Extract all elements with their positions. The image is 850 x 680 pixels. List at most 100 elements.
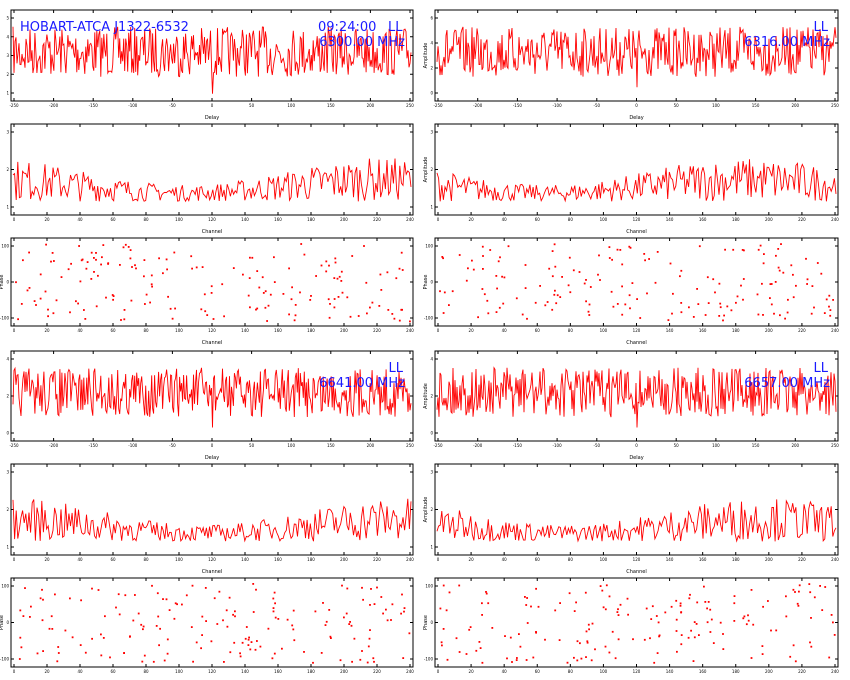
- phase-point: [247, 294, 250, 297]
- phase-point: [42, 598, 44, 601]
- phase-point: [90, 251, 93, 254]
- phase-point: [272, 610, 275, 613]
- phase-point: [150, 274, 153, 277]
- phase-point: [274, 602, 276, 605]
- y-tick-label: 2: [430, 394, 433, 399]
- phase-point: [402, 657, 405, 659]
- phase-point: [387, 309, 390, 311]
- amplitude-trace: [436, 26, 837, 88]
- phase-point: [698, 245, 701, 248]
- phase-point: [343, 616, 345, 619]
- phase-point: [102, 637, 105, 639]
- phase-point: [294, 314, 297, 317]
- phase-point: [664, 611, 667, 614]
- phase-point: [145, 293, 148, 296]
- timestamp: 09:24:00: [318, 20, 376, 35]
- phase-point: [806, 283, 808, 285]
- x-tick-label: -150: [89, 443, 99, 448]
- phase-point: [679, 604, 682, 607]
- x-tick-label: 80: [143, 217, 149, 222]
- phase-point: [471, 259, 473, 262]
- phase-point: [192, 660, 194, 663]
- phase-point: [333, 298, 336, 300]
- phase-point: [365, 281, 368, 284]
- x-tick-label: -100: [128, 103, 138, 108]
- phase-point: [811, 285, 814, 287]
- phase-point: [369, 604, 371, 606]
- panel-grid: -250 -200 -150 -100 -50 0 50 100 150 200 25054321D…: [0, 9, 839, 674]
- phase-point: [158, 257, 160, 260]
- polarization-label: LL: [388, 20, 403, 35]
- phase-point: [573, 656, 575, 659]
- phase-point: [191, 267, 193, 270]
- y-tick-label: 2: [6, 394, 9, 399]
- x-tick-label: 160: [699, 557, 707, 562]
- phase-point: [171, 317, 174, 320]
- x-tick-label: 240: [406, 328, 414, 333]
- phase-point: [554, 609, 557, 612]
- phase-point: [120, 319, 122, 321]
- phase-point: [390, 619, 392, 621]
- x-tick-label: 140: [666, 328, 674, 333]
- phase-point: [667, 319, 670, 321]
- phase-point: [644, 259, 646, 262]
- x-tick-label: 140: [241, 328, 249, 333]
- phase-point: [587, 310, 590, 313]
- x-tick-label: 0: [437, 557, 440, 562]
- phase-point: [314, 610, 317, 613]
- phase-point: [93, 271, 95, 273]
- phase-point: [491, 627, 494, 629]
- phase-point: [829, 314, 832, 317]
- phase-point: [697, 303, 700, 305]
- phase-point: [26, 289, 29, 292]
- phase-point: [675, 618, 678, 621]
- phase-point: [129, 635, 131, 638]
- phase-point: [20, 303, 23, 305]
- amplitude-trace: [12, 498, 412, 543]
- phase-point: [262, 292, 265, 294]
- phase-point: [828, 656, 831, 659]
- x-tick-label: -200: [49, 103, 59, 108]
- phase-point: [369, 629, 371, 631]
- phase-point: [448, 304, 450, 306]
- phase-point: [159, 627, 161, 630]
- y-tick-label: 5: [6, 16, 9, 21]
- phase-point: [787, 298, 789, 301]
- phase-point: [95, 258, 97, 261]
- x-tick-label: 100: [600, 669, 608, 674]
- phase-point: [806, 278, 809, 281]
- phase-point: [554, 289, 556, 292]
- phase-point: [608, 595, 611, 598]
- phase-point: [267, 304, 270, 307]
- phase-point: [340, 270, 343, 273]
- phase-point: [277, 618, 280, 620]
- x-tick-label: 100: [175, 328, 183, 333]
- phase-point: [820, 272, 823, 275]
- phase-point: [320, 652, 323, 654]
- x-tick-label: -200: [473, 103, 483, 108]
- phase-point: [168, 609, 171, 611]
- phase-point: [672, 292, 674, 295]
- phase-point: [55, 299, 58, 302]
- x-tick-label: 220: [798, 328, 806, 333]
- phase-point: [611, 630, 614, 633]
- phase-point: [770, 629, 772, 632]
- phase-point: [670, 605, 673, 608]
- phase-point: [722, 319, 724, 322]
- x-tick-label: 100: [175, 669, 183, 674]
- plot-frame: [10, 123, 414, 216]
- x-tick-label: 40: [77, 669, 83, 674]
- phase-point: [604, 608, 607, 611]
- phase-point: [100, 263, 102, 266]
- phase-point: [33, 300, 36, 302]
- phase-point: [274, 616, 277, 619]
- phase-point: [553, 243, 556, 246]
- phase-point: [123, 318, 126, 321]
- phase-point: [261, 276, 264, 279]
- phase-point: [201, 634, 203, 636]
- y-tick-label: 4: [430, 41, 433, 46]
- phase-point: [770, 303, 773, 306]
- y-tick-label: 0: [430, 91, 433, 96]
- phase-point: [115, 606, 117, 609]
- phase-point: [458, 254, 461, 256]
